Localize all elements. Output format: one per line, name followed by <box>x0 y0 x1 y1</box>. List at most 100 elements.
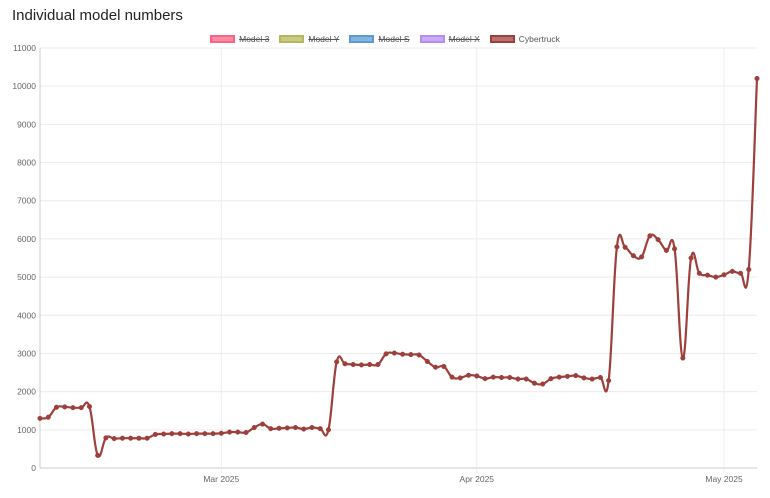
data-point[interactable] <box>243 429 249 436</box>
data-point[interactable] <box>70 405 76 411</box>
data-point[interactable] <box>515 376 521 382</box>
data-point[interactable] <box>276 425 282 431</box>
data-point[interactable] <box>523 376 529 382</box>
data-point[interactable] <box>408 352 414 358</box>
data-point[interactable] <box>556 374 562 380</box>
data-point[interactable] <box>334 359 340 365</box>
data-point[interactable] <box>152 431 158 437</box>
data-point[interactable] <box>630 253 636 259</box>
data-point[interactable] <box>449 374 455 380</box>
data-point[interactable] <box>268 426 274 432</box>
data-point[interactable] <box>507 374 513 381</box>
data-point[interactable] <box>309 424 315 431</box>
y-tick-label: 7000 <box>17 196 36 206</box>
data-point[interactable] <box>688 255 694 261</box>
data-point[interactable] <box>721 272 727 278</box>
data-point[interactable] <box>383 351 389 357</box>
legend-item[interactable]: Model 3 <box>210 34 269 44</box>
data-point[interactable] <box>45 414 51 420</box>
data-point[interactable] <box>210 431 216 437</box>
y-tick-label: 6000 <box>17 234 36 244</box>
data-point[interactable] <box>597 374 603 381</box>
data-point[interactable] <box>161 431 167 437</box>
legend-item[interactable]: Model S <box>349 34 410 44</box>
data-point[interactable] <box>350 361 356 368</box>
data-point[interactable] <box>103 435 109 441</box>
data-point[interactable] <box>218 430 224 436</box>
y-tick-label: 8000 <box>17 158 36 168</box>
y-tick-label: 3000 <box>17 348 36 358</box>
data-point[interactable] <box>62 404 68 410</box>
data-point[interactable] <box>713 274 719 280</box>
legend-item[interactable]: Cybertruck <box>489 34 560 44</box>
data-point[interactable] <box>86 403 92 410</box>
data-point[interactable] <box>639 254 645 260</box>
data-point[interactable] <box>705 272 711 278</box>
data-point[interactable] <box>754 75 760 82</box>
data-point[interactable] <box>292 424 299 431</box>
data-point[interactable] <box>177 431 183 437</box>
data-point[interactable] <box>317 426 323 432</box>
data-point[interactable] <box>169 431 175 437</box>
data-point[interactable] <box>737 270 744 276</box>
data-point[interactable] <box>482 376 488 382</box>
data-point[interactable] <box>672 246 678 252</box>
data-point[interactable] <box>144 435 150 441</box>
data-point[interactable] <box>663 247 669 253</box>
data-point[interactable] <box>647 233 653 239</box>
data-point[interactable] <box>416 352 422 358</box>
data-point[interactable] <box>424 358 430 365</box>
data-point[interactable] <box>614 244 620 250</box>
data-point[interactable] <box>540 381 546 387</box>
data-point[interactable] <box>358 362 364 368</box>
legend-item[interactable]: Model X <box>419 34 480 44</box>
data-point[interactable] <box>119 435 125 441</box>
data-point[interactable] <box>53 404 60 410</box>
data-point[interactable] <box>548 376 554 382</box>
data-point[interactable] <box>573 373 579 379</box>
legend-swatch <box>349 35 375 43</box>
data-point[interactable] <box>746 266 752 273</box>
data-point[interactable] <box>375 361 381 368</box>
data-point[interactable] <box>202 431 208 437</box>
data-point[interactable] <box>589 376 595 382</box>
data-point[interactable] <box>194 431 200 437</box>
data-point[interactable] <box>251 424 257 431</box>
data-point[interactable] <box>457 375 463 381</box>
data-point[interactable] <box>185 431 191 437</box>
data-point[interactable] <box>474 373 480 379</box>
data-point[interactable] <box>391 350 397 356</box>
data-point[interactable] <box>433 364 439 370</box>
grid <box>40 47 757 473</box>
data-point[interactable] <box>37 415 43 421</box>
data-point[interactable] <box>367 361 373 368</box>
data-point[interactable] <box>227 429 233 435</box>
y-tick-label: 11000 <box>13 43 36 53</box>
data-point[interactable] <box>564 373 570 379</box>
data-point[interactable] <box>729 268 735 274</box>
legend-item[interactable]: Model Y <box>279 34 339 44</box>
data-point[interactable] <box>128 435 134 441</box>
data-point[interactable] <box>342 361 348 367</box>
data-point[interactable] <box>466 372 472 378</box>
data-point[interactable] <box>696 270 702 276</box>
data-point[interactable] <box>235 429 241 435</box>
data-point[interactable] <box>284 425 290 431</box>
data-point[interactable] <box>441 363 447 369</box>
data-point[interactable] <box>400 351 406 357</box>
data-point[interactable] <box>606 378 612 384</box>
data-point[interactable] <box>680 355 686 361</box>
data-point[interactable] <box>95 452 101 458</box>
data-point[interactable] <box>301 426 307 432</box>
data-point[interactable] <box>325 427 331 433</box>
data-point[interactable] <box>655 237 661 243</box>
data-point[interactable] <box>581 375 587 381</box>
data-point[interactable] <box>259 421 266 427</box>
data-point[interactable] <box>78 405 84 411</box>
data-point[interactable] <box>531 380 538 386</box>
data-point[interactable] <box>622 244 628 250</box>
data-point[interactable] <box>111 436 117 442</box>
data-point[interactable] <box>498 374 505 381</box>
data-point[interactable] <box>136 435 142 441</box>
data-point[interactable] <box>490 374 496 380</box>
